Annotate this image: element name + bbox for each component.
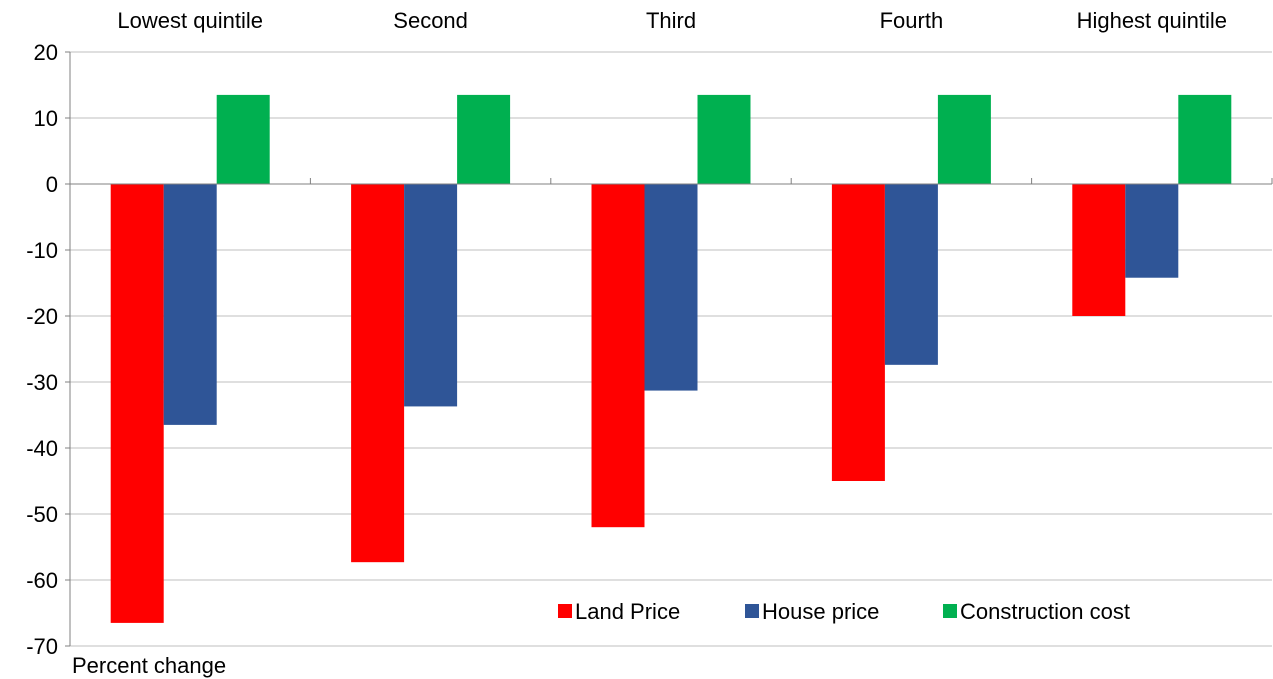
y-tick-label: 20 [34, 40, 58, 65]
y-tick-label: -20 [26, 304, 58, 329]
bar-construction-cost [937, 94, 991, 184]
legend-label: House price [762, 599, 879, 624]
bar-house-price [884, 184, 938, 365]
y-tick-label: -60 [26, 568, 58, 593]
legend-swatch [558, 604, 572, 618]
legend: Land Price House price Construction cost [558, 599, 1130, 624]
category-label: Lowest quintile [117, 8, 263, 33]
y-tick-label: -40 [26, 436, 58, 461]
bar-house-price [644, 184, 698, 391]
y-tick-label: -70 [26, 634, 58, 659]
legend-label: Construction cost [960, 599, 1130, 624]
y-tick-label: 0 [46, 172, 58, 197]
y-axis-label: Percent change [72, 653, 226, 678]
y-tick-label: -50 [26, 502, 58, 527]
bar-construction-cost [457, 94, 511, 184]
labels: Percent change 20 10 0 -10 -20 -30 -40 -50 -60 -7… [26, 8, 1227, 678]
bars [110, 94, 1232, 623]
bar-house-price [1125, 184, 1179, 278]
legend-swatch [943, 604, 957, 618]
bar-land-price [1072, 184, 1126, 316]
legend-swatch [745, 604, 759, 618]
bar-land-price [831, 184, 885, 481]
bar-land-price [591, 184, 645, 528]
category-label: Fourth [880, 8, 944, 33]
bar-construction-cost [216, 94, 270, 184]
y-tick-label: 10 [34, 106, 58, 131]
bar-land-price [351, 184, 405, 563]
bar-house-price [404, 184, 458, 407]
bar-land-price [110, 184, 164, 623]
y-tick-label: -10 [26, 238, 58, 263]
legend-label: Land Price [575, 599, 680, 624]
y-tick-label: -30 [26, 370, 58, 395]
category-label: Third [646, 8, 696, 33]
bar-construction-cost [697, 94, 751, 184]
category-label: Highest quintile [1077, 8, 1227, 33]
axes [65, 51, 1273, 647]
category-label: Second [393, 8, 468, 33]
bar-house-price [163, 184, 217, 425]
bar-construction-cost [1178, 94, 1232, 184]
